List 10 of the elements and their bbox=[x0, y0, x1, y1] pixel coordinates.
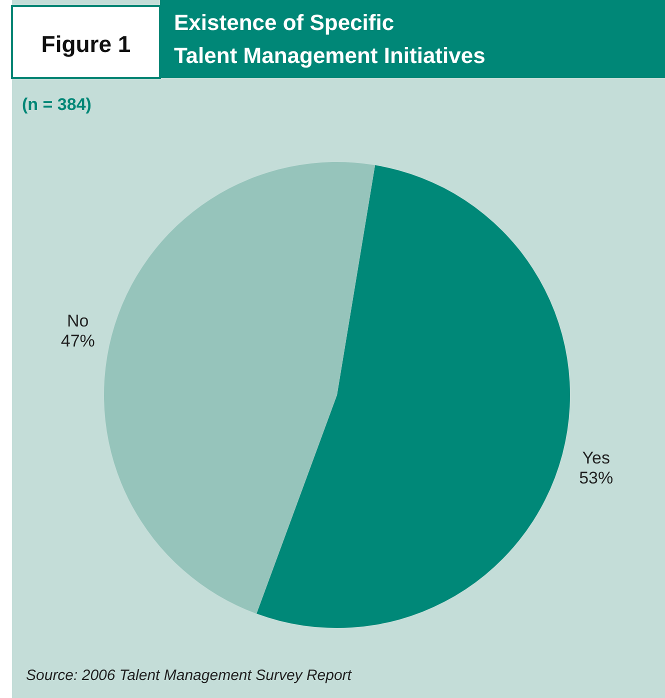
pie-slice bbox=[256, 165, 570, 628]
pie-slice bbox=[104, 162, 376, 614]
chart-subtitle: (n = 384) bbox=[22, 95, 92, 114]
slice-label: Yes bbox=[582, 448, 610, 468]
data-label: 47% bbox=[60, 332, 95, 351]
slice-label: No bbox=[67, 312, 89, 331]
data-label: 53% bbox=[579, 468, 614, 488]
source-note: Source: 2006 Talent Management Survey Report bbox=[26, 667, 352, 684]
caption: Figure 1 bbox=[41, 31, 131, 57]
chart-title: Existence of Specific Talent Management Initiatives bbox=[174, 10, 486, 68]
